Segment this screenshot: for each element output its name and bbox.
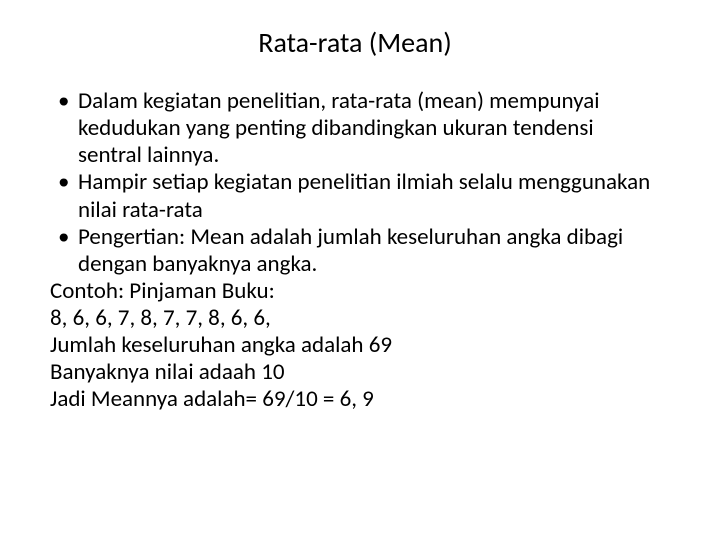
bullet-marker: • [50,224,78,278]
content-line: Jadi Meannya adalah= 69/10 = 6, 9 [50,386,660,413]
slide-content: • Dalam kegiatan penelitian, rata-rata (… [50,88,660,414]
bullet-marker: • [50,169,78,223]
content-line: 8, 6, 6, 7, 8, 7, 7, 8, 6, 6, [50,305,660,332]
content-line: Contoh: Pinjaman Buku: [50,278,660,305]
content-line: Banyaknya nilai adaah 10 [50,359,660,386]
bullet-text: Pengertian: Mean adalah jumlah keseluruh… [78,224,660,278]
bullet-item: • Dalam kegiatan penelitian, rata-rata (… [50,88,660,169]
bullet-item: • Pengertian: Mean adalah jumlah keselur… [50,224,660,278]
bullet-marker: • [50,88,78,169]
bullet-item: • Hampir setiap kegiatan penelitian ilmi… [50,169,660,223]
bullet-text: Hampir setiap kegiatan penelitian ilmiah… [78,169,660,223]
bullet-text: Dalam kegiatan penelitian, rata-rata (me… [78,88,660,169]
content-line: Jumlah keseluruhan angka adalah 69 [50,332,660,359]
slide-title: Rata-rata (Mean) [50,25,660,60]
